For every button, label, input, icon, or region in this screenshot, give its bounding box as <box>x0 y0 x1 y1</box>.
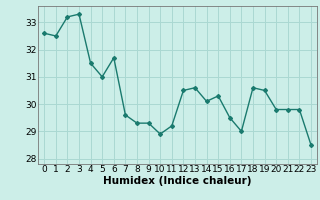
X-axis label: Humidex (Indice chaleur): Humidex (Indice chaleur) <box>103 176 252 186</box>
